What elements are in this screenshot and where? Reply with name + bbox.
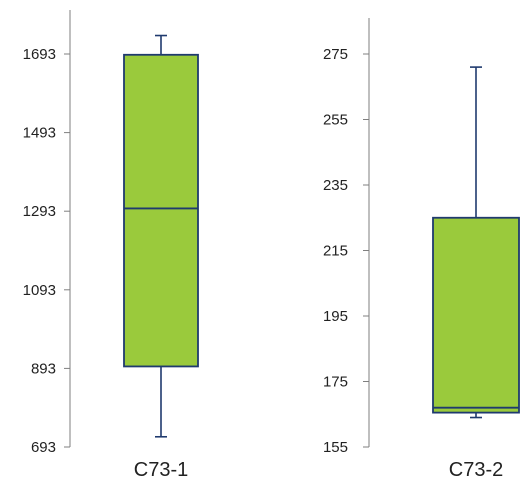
category-label: C73-2 [449, 459, 503, 481]
y-tick-label: 255 [323, 112, 348, 129]
y-tick-label: 1293 [23, 203, 56, 220]
y-tick-label: 893 [31, 360, 56, 377]
y-tick-label: 155 [323, 439, 348, 456]
y-tick-label: 1093 [23, 282, 56, 299]
y-tick-label: 195 [323, 308, 348, 325]
category-label: C73-1 [134, 459, 188, 481]
y-tick-label: 693 [31, 439, 56, 456]
box-plot-panel-c73-1: 693 893 1093 1293 1493 1693 C73-1 [23, 10, 199, 481]
y-tick-label: 175 [323, 374, 348, 391]
y-tick-label: 1493 [23, 125, 56, 142]
y-tick-label: 215 [323, 243, 348, 260]
box-plot-panel-c73-2: 155 175 195 215 235 255 275 C73-2 [323, 18, 520, 481]
y-tick-label: 275 [323, 46, 348, 63]
y-tick-label: 235 [323, 177, 348, 194]
y-tick-label: 1693 [23, 46, 56, 63]
iqr-box [123, 53, 199, 368]
iqr-box [432, 216, 520, 414]
